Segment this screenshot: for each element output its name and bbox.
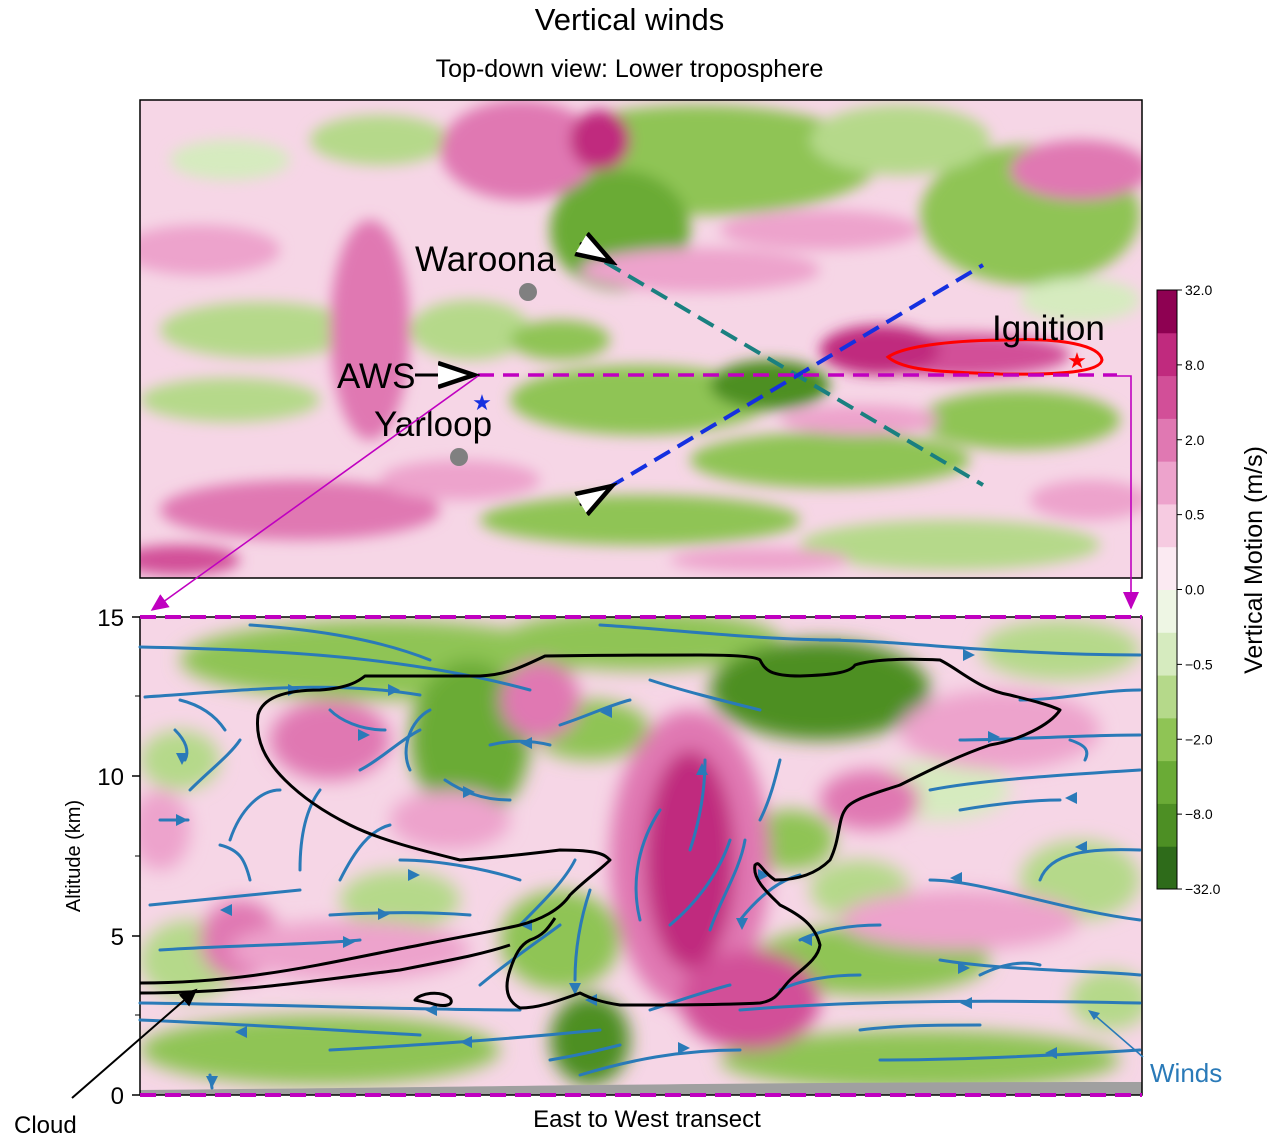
connector-arrow-right [1117,375,1139,610]
blue-transect-wind-arrow [580,486,612,505]
colorbar-band [1157,375,1177,419]
winds-annotation-arrowhead [1088,1010,1100,1020]
colorbar-band [1157,675,1177,719]
colorbar-label: Vertical Motion (m/s) [1240,446,1268,674]
colorbar-band [1157,803,1177,847]
aws-label: AWS [337,357,415,396]
waroona-label: Waroona [415,240,556,279]
colorbar-tick-label: 32.0 [1185,282,1212,298]
ytick-5: 5 [111,924,124,951]
ground-terrain [140,1082,1142,1095]
bottom-heatmap-field [140,617,1142,1090]
connector-arrow-left [150,375,479,611]
colorbar-band [1157,461,1177,505]
cloud-annotation: Cloud [14,1112,77,1139]
waroona-marker [519,283,537,301]
y-axis: 15 10 5 0 Altitude (km) [63,605,140,1110]
colorbar-tick-label: −32.0 [1185,881,1221,897]
ytick-0: 0 [111,1083,124,1110]
winds-annotation-arrow [1090,1011,1144,1058]
colorbar-tick-label: −0.5 [1185,656,1213,672]
fire-front-contour [885,338,1104,376]
colorbar-band [1157,760,1177,804]
colorbar-tick-label: 2.0 [1185,432,1205,448]
ytick-10: 10 [97,764,124,791]
colorbar-tick-label: 0.0 [1185,582,1205,598]
ignition-star-icon: ★ [1067,348,1087,373]
colorbar-band [1157,503,1177,548]
colorbar-band [1157,632,1177,676]
colorbar-band [1157,846,1177,890]
blue-transect-line [606,263,985,490]
bottom-panel: 15 10 5 0 Altitude (km) East to West tra… [14,605,1222,1139]
colorbar-tick-label: −8.0 [1185,806,1213,822]
colorbar-band [1157,717,1177,762]
yarloop-marker [450,448,468,466]
colorbar-band [1157,418,1177,462]
figure-title: Vertical winds [534,2,725,37]
y-axis-label: Altitude (km) [63,800,85,912]
cloud-contour [139,653,1062,1010]
winds-annotation: Winds [1150,1058,1222,1088]
figure-subtitle: Top-down view: Lower troposphere [435,55,824,83]
colorbar-band [1157,290,1177,334]
cloud-annotation-arrow [71,988,198,1099]
top-panel-frame [139,99,1143,579]
teal-transect-wind-arrow [580,243,612,262]
ignition-label: Ignition [992,309,1105,348]
wind-streamlines [138,623,1142,1090]
top-panel: ★ ★ Waroona Ignition AWS Yarloop [139,99,1143,579]
colorbar: 32.0 8.0 2.0 0.5 0.0 −0.5 −2.0 −8.0 −32.0 Vertic… [1156,282,1268,897]
aws-star-icon: ★ [472,390,492,415]
colorbar-tick-label: −2.0 [1185,731,1213,747]
ytick-15: 15 [97,605,124,632]
colorbar-tick-label: 8.0 [1185,357,1205,373]
colorbar-band [1157,589,1177,633]
colorbar-band [1157,546,1177,590]
x-axis-label: East to West transect [533,1106,761,1133]
colorbar-band [1157,332,1177,377]
colorbar-tick-label: 0.5 [1185,507,1205,523]
